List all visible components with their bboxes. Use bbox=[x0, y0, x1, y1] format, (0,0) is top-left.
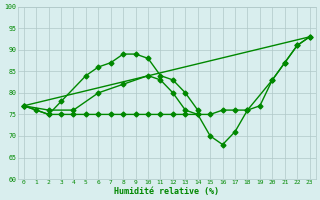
X-axis label: Humidité relative (%): Humidité relative (%) bbox=[114, 187, 219, 196]
